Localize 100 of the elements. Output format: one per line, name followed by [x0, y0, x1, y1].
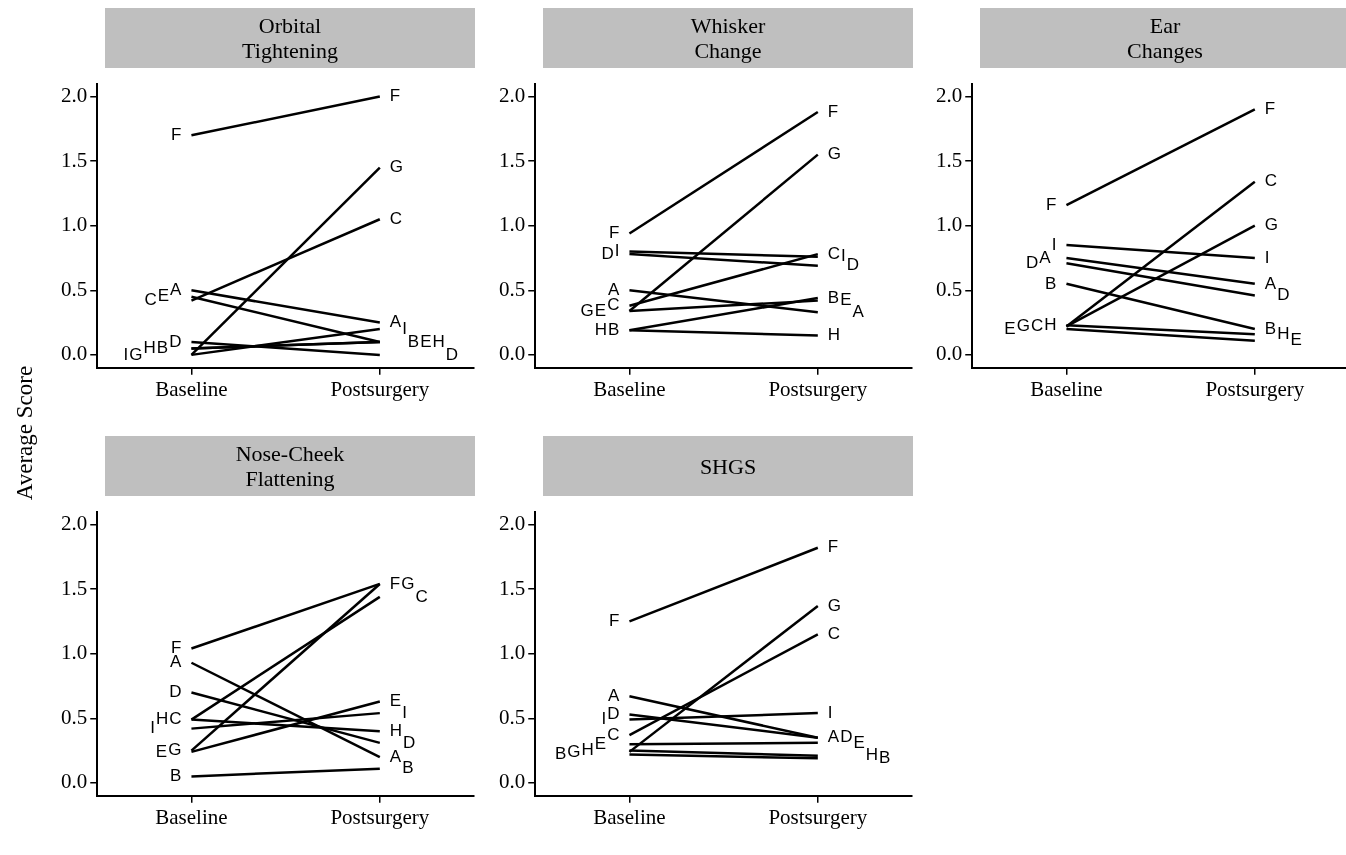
- series-label: H: [1044, 314, 1057, 334]
- text: C: [1030, 316, 1044, 336]
- text: F: [1264, 99, 1276, 119]
- series-label: A: [170, 279, 183, 299]
- text: C: [415, 586, 428, 606]
- text: G: [1016, 316, 1030, 336]
- y-tick-label: 1.0: [499, 640, 526, 665]
- chart-title: Orbital Tightening: [242, 13, 338, 63]
- text: I: [601, 709, 607, 729]
- y-tick-label: 2.0: [61, 511, 88, 536]
- series-label: I: [402, 318, 407, 338]
- text: H: [1277, 323, 1290, 343]
- series-label: I: [1264, 247, 1270, 267]
- y-tick-label: 0.0: [61, 341, 88, 366]
- text: I: [150, 718, 155, 738]
- series-label: E: [594, 733, 607, 753]
- series-label: C: [1264, 171, 1278, 191]
- series-label: I: [827, 702, 833, 722]
- text: F: [389, 573, 401, 593]
- y-tick-label: 0.0: [499, 341, 526, 366]
- y-tick-label: 2.0: [499, 83, 526, 108]
- series-label: G: [827, 595, 842, 615]
- series-label: A: [1264, 273, 1277, 293]
- text: G: [401, 573, 415, 593]
- series-label: I: [402, 702, 407, 722]
- y-tick-label: 0.5: [61, 704, 88, 729]
- text: H: [865, 745, 879, 765]
- text: I: [123, 344, 129, 364]
- text: I: [1051, 234, 1057, 254]
- text: A: [852, 301, 864, 321]
- series-label: B: [1045, 273, 1057, 293]
- y-tick-label: 0.5: [936, 276, 963, 301]
- text: E: [155, 741, 168, 761]
- series-label: D: [1277, 285, 1290, 305]
- text: C: [144, 290, 157, 310]
- y-tick-label: 1.5: [499, 147, 526, 172]
- text: F: [827, 101, 839, 121]
- text: A: [608, 686, 620, 706]
- text: A: [1039, 247, 1051, 267]
- y-tick-label: 0.0: [61, 769, 88, 794]
- y-tick-label: 1.0: [61, 212, 88, 237]
- text: F: [389, 86, 401, 106]
- series-label: C: [389, 208, 403, 228]
- series-label: G: [827, 144, 842, 164]
- y-tick-label: 1.5: [61, 575, 88, 600]
- series-label: C: [169, 709, 182, 729]
- text: F: [609, 611, 620, 631]
- y-tick-label: 0.5: [499, 276, 526, 301]
- chart-title: SHGS: [699, 453, 757, 479]
- text: G: [567, 741, 581, 761]
- x-tick-label: Postsurgery: [1205, 376, 1305, 401]
- y-tick-label: 1.5: [936, 147, 963, 172]
- y-tick-label: 0.5: [499, 704, 526, 729]
- series-label: B: [170, 766, 182, 786]
- series-label: D: [607, 704, 620, 724]
- series-label: D: [169, 331, 182, 351]
- x-tick-label: Postsurgery: [330, 376, 430, 401]
- y-tick-label: 1.0: [936, 212, 963, 237]
- x-tick-label: Baseline: [593, 804, 666, 829]
- x-tick-label: Baseline: [155, 376, 228, 401]
- series-label: I: [614, 241, 620, 261]
- series-label: H: [389, 720, 403, 740]
- series-label: B: [827, 287, 840, 307]
- x-tick-label: Baseline: [155, 804, 228, 829]
- y-tick-label: 0.0: [499, 769, 526, 794]
- x-tick-label: Baseline: [593, 376, 666, 401]
- text: G: [580, 300, 594, 320]
- x-tick-label: Postsurgery: [768, 376, 868, 401]
- chart-title: Ear Changes: [1127, 13, 1203, 63]
- x-tick-label: Postsurgery: [768, 804, 868, 829]
- y-tick-label: 2.0: [61, 83, 88, 108]
- text: D: [1026, 252, 1039, 272]
- text: E: [853, 732, 865, 752]
- x-tick-label: Baseline: [1030, 376, 1103, 401]
- text: B: [879, 748, 891, 768]
- chart-title: Whisker Change: [690, 13, 766, 63]
- text: D: [840, 727, 853, 747]
- text: I: [841, 246, 846, 266]
- text: A: [389, 312, 402, 332]
- series-label: G: [168, 740, 182, 760]
- series-label: H: [827, 325, 841, 345]
- series-label: G: [1264, 215, 1279, 235]
- y-tick-label: 1.0: [61, 640, 88, 665]
- text: B: [407, 331, 420, 351]
- text: B: [554, 744, 567, 764]
- text: G: [129, 344, 143, 364]
- text: H: [143, 338, 156, 358]
- text: E: [1004, 318, 1016, 338]
- y-tick-label: 1.5: [61, 147, 88, 172]
- text: E: [594, 300, 607, 320]
- y-tick-label: 0.5: [61, 276, 88, 301]
- text: B: [1264, 318, 1277, 338]
- text: B: [608, 320, 620, 340]
- y-tick-label: 1.0: [499, 212, 526, 237]
- text: H: [594, 320, 608, 340]
- series-label: G: [389, 157, 404, 177]
- y-tick-label: 1.5: [499, 575, 526, 600]
- series-label: F: [1046, 194, 1057, 214]
- series-label: A: [827, 727, 840, 747]
- series-label: F: [171, 124, 182, 144]
